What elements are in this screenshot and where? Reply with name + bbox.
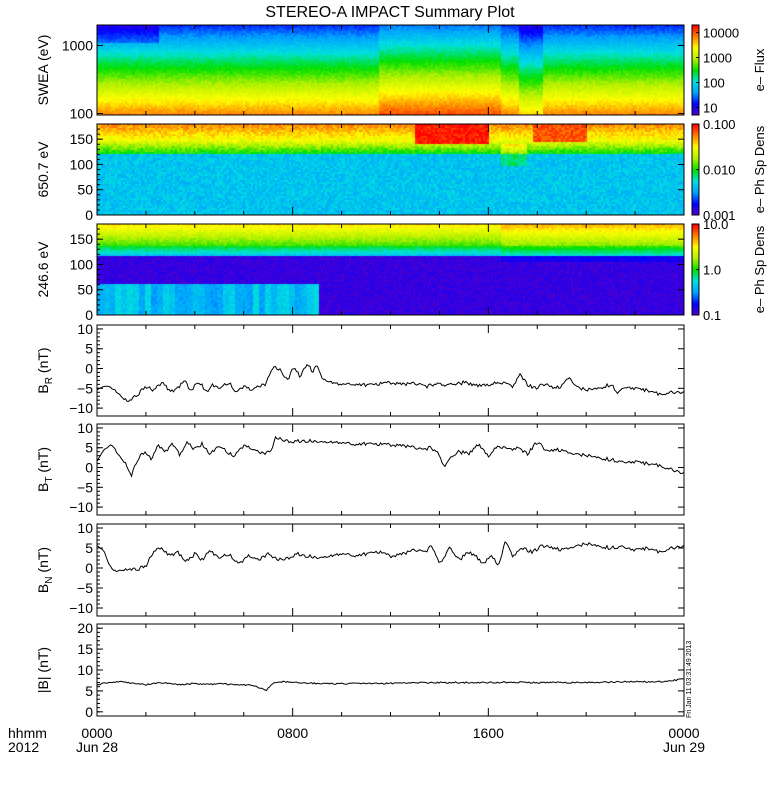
bmag-ytick-label: 20 xyxy=(77,620,93,636)
swea-colorbar-tick-label: 10000 xyxy=(703,26,739,41)
time-tick-label: 0000 xyxy=(81,725,112,741)
br-ytick-label: −10 xyxy=(69,400,93,416)
hhmm-label: hhmm xyxy=(8,725,47,741)
pad246-heatmap xyxy=(97,224,684,315)
bmag-ytick-label: 0 xyxy=(85,704,93,720)
pad246-ytick-label: 0 xyxy=(85,307,93,323)
bn-ytick-label: 5 xyxy=(85,540,93,556)
year-label: 2012 xyxy=(8,739,39,755)
br-panel-frame xyxy=(96,324,685,417)
br-ytick-label: −5 xyxy=(77,380,93,396)
br-ytick-label: 0 xyxy=(85,361,93,377)
pad650-ytick-label: 0 xyxy=(85,207,93,223)
pad246-colorbar-tick-label: 0.1 xyxy=(703,308,721,323)
pad246-ytick-label: 50 xyxy=(77,282,93,298)
br-ytick-label: 5 xyxy=(85,341,93,357)
timestamp-stamp: Fri Jan 11 03:31:49 2013 xyxy=(686,641,693,718)
bt-ytick-label: 5 xyxy=(85,440,93,456)
pad650-colorbar-label: e– Ph Sp Dens xyxy=(752,125,767,213)
time-tick-label: 0800 xyxy=(277,725,308,741)
swea-heatmap xyxy=(97,25,684,115)
pad246-ytick-label: 150 xyxy=(70,231,94,247)
pad650-colorbar-tick-label: 0.001 xyxy=(703,208,736,223)
pad650-colorbar xyxy=(692,124,699,215)
pad650-ytick-label: 50 xyxy=(77,182,93,198)
bmag-ytick-label: 15 xyxy=(77,641,93,657)
swea-colorbar-tick-label: 10 xyxy=(703,100,717,115)
pad246-colorbar-tick-label: 1.0 xyxy=(703,263,721,278)
pad246-ytick-label: 100 xyxy=(70,256,94,272)
bn-panel-frame xyxy=(96,523,685,617)
plot-title: STEREO-A IMPACT Summary Plot xyxy=(265,4,515,21)
date-tick-label: Jun 28 xyxy=(76,739,118,755)
pad650-colorbar-tick-label: 0.100 xyxy=(703,117,736,132)
swea-colorbar xyxy=(692,25,699,115)
bn-ytick-label: −10 xyxy=(69,600,93,616)
bt-panel-frame xyxy=(96,423,685,516)
bmag-panel-frame xyxy=(96,623,685,717)
bn-ylabel: BN (nT) xyxy=(35,547,55,593)
swea-colorbar-frame xyxy=(691,24,700,116)
bt-ylabel: BT (nT) xyxy=(35,447,55,492)
pad246-colorbar xyxy=(692,224,699,315)
swea-colorbar-tick-label: 1000 xyxy=(703,51,732,66)
bmag-series-line xyxy=(96,678,684,692)
date-tick-label: Jun 29 xyxy=(663,739,705,755)
pad246-ylabel: 246.6 eV xyxy=(35,241,51,298)
bt-ytick-label: 10 xyxy=(77,420,93,436)
bmag-ytick-label: 10 xyxy=(77,662,93,678)
pad650-heatmap xyxy=(97,124,684,215)
bn-ytick-label: 10 xyxy=(77,520,93,536)
swea-colorbar-tick-label: 100 xyxy=(703,75,725,90)
swea-ytick-label: 100 xyxy=(70,105,94,121)
swea-ylabel: SWEA (eV) xyxy=(35,35,51,106)
swea-colorbar-label: e– Flux xyxy=(752,48,767,91)
bmag-ylabel: |B| (nT) xyxy=(35,647,51,693)
bt-series-line xyxy=(96,435,684,478)
pad650-colorbar-tick-label: 0.010 xyxy=(703,163,736,178)
br-ytick-label: 10 xyxy=(77,321,93,337)
bt-ytick-label: −5 xyxy=(77,479,93,495)
bt-ytick-label: −10 xyxy=(69,499,93,515)
bn-ytick-label: 0 xyxy=(85,560,93,576)
bn-series-line xyxy=(96,541,684,573)
time-tick-label: 0000 xyxy=(668,725,699,741)
pad246-colorbar-tick-label: 10.0 xyxy=(703,217,728,232)
bmag-ytick-label: 5 xyxy=(85,683,93,699)
pad246-colorbar-label: e– Ph Sp Dens xyxy=(752,225,767,313)
bt-ytick-label: 0 xyxy=(85,460,93,476)
time-tick-label: 1600 xyxy=(473,725,504,741)
swea-ytick-label: 1000 xyxy=(62,37,93,53)
pad650-ytick-label: 150 xyxy=(70,131,94,147)
bn-ytick-label: −5 xyxy=(77,580,93,596)
br-ylabel: BR (nT) xyxy=(35,347,55,393)
pad650-ylabel: 650.7 eV xyxy=(35,141,51,198)
br-series-line xyxy=(96,363,684,403)
pad650-ytick-label: 100 xyxy=(70,156,94,172)
